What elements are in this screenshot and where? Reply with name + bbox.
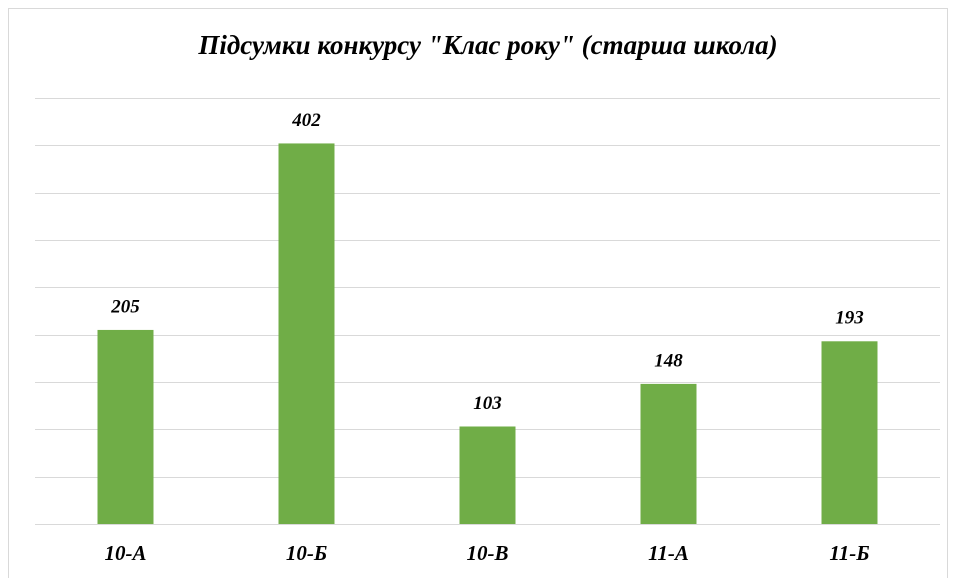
x-tick-label: 11-Б <box>829 541 869 565</box>
bar <box>459 426 516 524</box>
x-tick-label: 10-Б <box>286 541 327 565</box>
x-tick-label: 10-В <box>467 541 509 565</box>
value-label: 148 <box>654 350 683 371</box>
x-tick-label: 11-А <box>648 541 689 565</box>
bar <box>640 383 697 524</box>
value-label: 205 <box>110 296 140 317</box>
chart-title: Підсумки конкурсу "Клас року" (старша шк… <box>197 30 777 60</box>
bar <box>821 341 878 524</box>
value-label: 103 <box>473 393 502 414</box>
value-label: 193 <box>835 308 864 329</box>
bar <box>278 143 335 524</box>
value-label: 402 <box>291 110 321 131</box>
bar <box>97 329 154 524</box>
x-tick-label: 10-А <box>105 541 147 565</box>
